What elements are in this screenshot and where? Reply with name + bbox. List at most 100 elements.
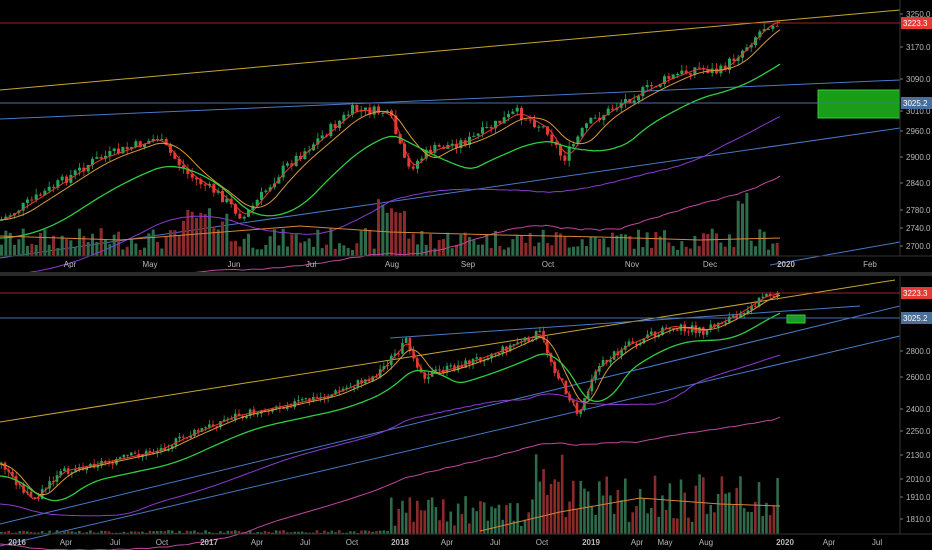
candle-body <box>226 418 230 420</box>
volume-bar <box>174 532 178 534</box>
volume-bar <box>300 531 304 534</box>
candle-body <box>508 345 512 351</box>
volume-bar <box>615 235 619 256</box>
volume-bar <box>211 532 215 534</box>
candle-body <box>329 124 333 137</box>
time-tick-label: Aug <box>699 538 713 547</box>
volume-bar <box>650 247 654 256</box>
candle-body <box>776 292 779 297</box>
volume-bar <box>620 500 623 534</box>
volume-bar <box>30 243 34 256</box>
candle-body <box>215 426 219 428</box>
volume-bar <box>664 509 668 534</box>
volume-bar <box>260 249 264 256</box>
candle-body <box>91 158 95 165</box>
volume-bar <box>167 530 170 534</box>
candle-body <box>37 497 40 499</box>
volume-bar <box>632 248 636 256</box>
candle-body <box>164 138 168 146</box>
candle-body <box>238 213 242 219</box>
volume-bar <box>661 495 664 534</box>
volume-bar <box>118 532 122 534</box>
candle-body <box>713 324 716 327</box>
price-tick-label: 2400.0 <box>906 405 931 414</box>
candle-body <box>375 376 378 378</box>
volume-bar <box>468 523 471 534</box>
volume-bar <box>316 229 320 256</box>
volume-bar <box>95 242 99 256</box>
daily-price-chart[interactable]: 3250.0 3170.0 3090.0 3010.0 2960.0 2900.0 2840… <box>0 0 932 272</box>
volume-bar <box>164 236 168 256</box>
candle-body <box>746 310 750 314</box>
volume-bar <box>507 247 511 256</box>
volume-bar <box>498 245 502 256</box>
candle-body <box>765 293 768 297</box>
candle-body <box>742 313 746 315</box>
volume-bar <box>48 530 51 534</box>
volume-bar <box>147 233 151 256</box>
volume-bar <box>99 228 103 256</box>
volume-bar <box>193 530 196 534</box>
candle-body <box>735 315 739 319</box>
volume-bar <box>352 531 356 534</box>
candle-body <box>697 67 701 69</box>
volume-bar <box>4 230 8 256</box>
volume-bar <box>289 532 293 534</box>
candle-body <box>74 469 77 473</box>
time-tick-label: Oct <box>536 538 549 547</box>
volume-bar <box>200 532 204 534</box>
candle-body <box>0 219 4 221</box>
candle-body <box>286 163 290 166</box>
candle-body <box>377 106 381 113</box>
candle-body <box>297 400 300 402</box>
volume-bar <box>446 232 450 256</box>
volume-bar <box>219 531 222 534</box>
volume-bar <box>619 234 623 256</box>
volume-bar <box>234 240 238 256</box>
candle-body <box>282 407 285 409</box>
volume-bar <box>463 232 467 256</box>
candle-body <box>26 199 30 203</box>
candle-body <box>111 463 115 465</box>
price-tick-label: 3010.0 <box>906 107 931 116</box>
volume-bar <box>767 249 771 256</box>
volume-ma-line <box>0 225 781 241</box>
volume-bar <box>69 240 73 256</box>
price-tick-label: 2700.0 <box>906 242 931 251</box>
candle-body <box>671 74 675 79</box>
candle-body <box>189 435 193 439</box>
volume-bar <box>479 501 482 534</box>
weekly-price-chart[interactable]: 2800.0 2600.0 2400.0 2250.0 2130.0 2010.0 1910… <box>0 276 932 550</box>
candle-body <box>156 451 159 453</box>
price-tick-label: 2250.0 <box>906 427 931 436</box>
candle-body <box>523 337 527 342</box>
volume-bar <box>594 514 597 534</box>
volume-bar <box>182 532 185 534</box>
candle-body <box>355 105 359 112</box>
top-chart-pane[interactable]: 3250.0 3170.0 3090.0 3010.0 2960.0 2900.0 2840… <box>0 0 932 272</box>
volume-bar <box>238 246 242 256</box>
volume-bar <box>245 532 248 534</box>
volume-bar <box>554 232 558 256</box>
volume-bar <box>169 230 173 256</box>
volume-bar <box>411 233 415 256</box>
price-tag <box>901 287 932 299</box>
candle-body <box>437 144 441 147</box>
volume-bar <box>282 530 285 534</box>
candle-body <box>360 380 363 384</box>
volume-bar <box>710 228 714 256</box>
time-tick-label: Apr <box>64 260 77 269</box>
candle-body <box>268 187 272 191</box>
pane-divider[interactable] <box>0 272 932 276</box>
candle-body <box>602 115 606 121</box>
candle-body <box>449 365 453 367</box>
volume-bar <box>185 530 189 534</box>
volume-bar <box>195 217 199 256</box>
volume-bar <box>393 525 397 534</box>
volume-bar <box>598 481 601 534</box>
candle-body <box>528 119 532 121</box>
candle-body <box>427 376 430 379</box>
candle-body <box>404 337 408 343</box>
bottom-chart-pane[interactable]: 2800.0 2600.0 2400.0 2250.0 2130.0 2010.0 1910… <box>0 276 932 550</box>
time-tick-label: Sep <box>461 260 476 269</box>
